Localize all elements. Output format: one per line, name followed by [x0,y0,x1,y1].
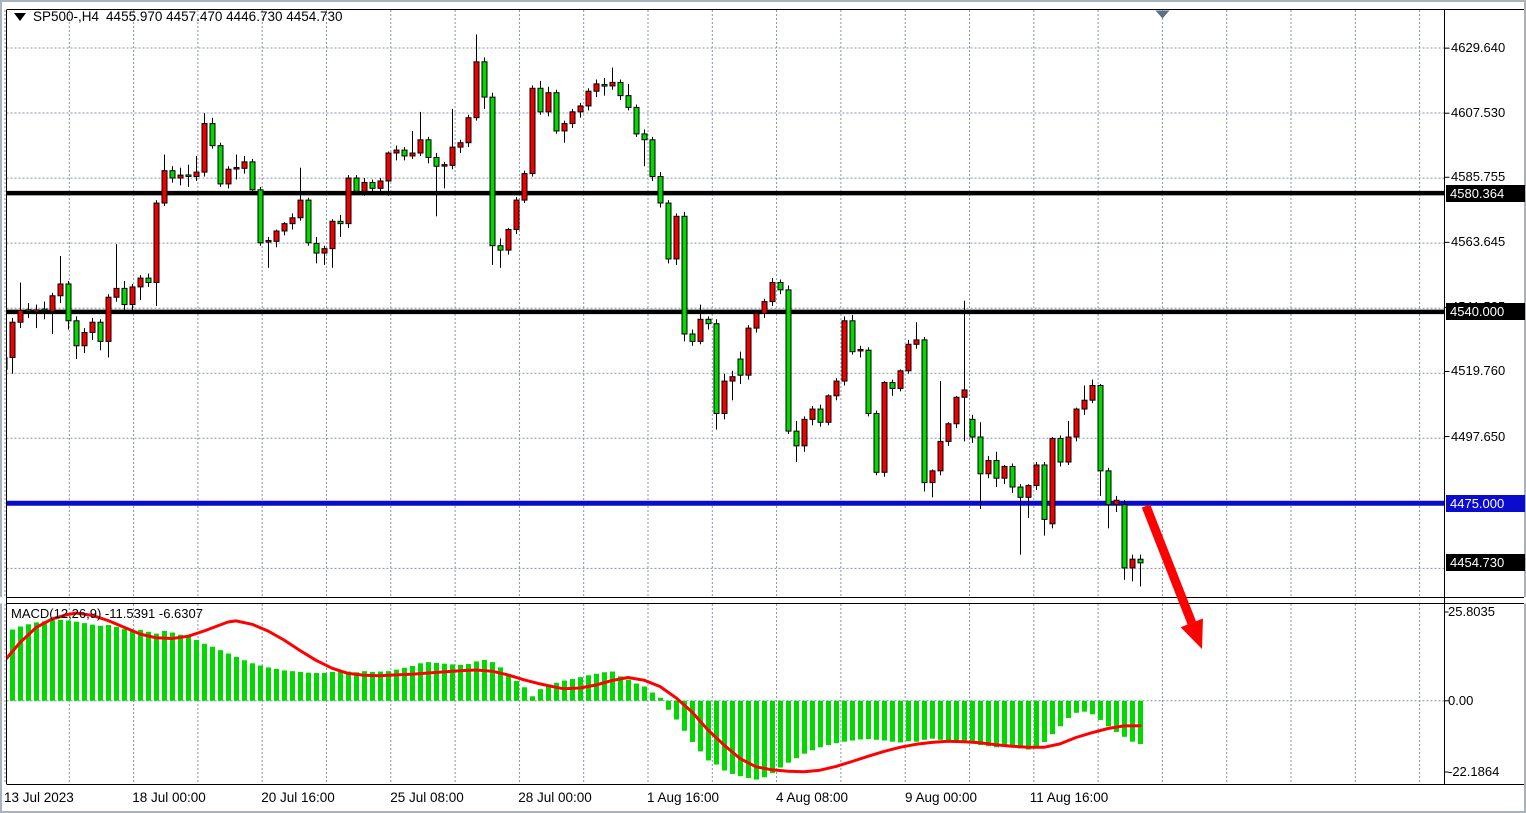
down-arrow-head-icon [1180,618,1203,649]
candles [6,34,1144,587]
macd-histogram [6,619,1143,780]
macd-signal-line [6,611,1142,774]
chart-shift-marker-icon[interactable] [1155,10,1170,19]
down-arrow-annotation[interactable] [1141,504,1196,625]
gridlines [4,10,1445,784]
